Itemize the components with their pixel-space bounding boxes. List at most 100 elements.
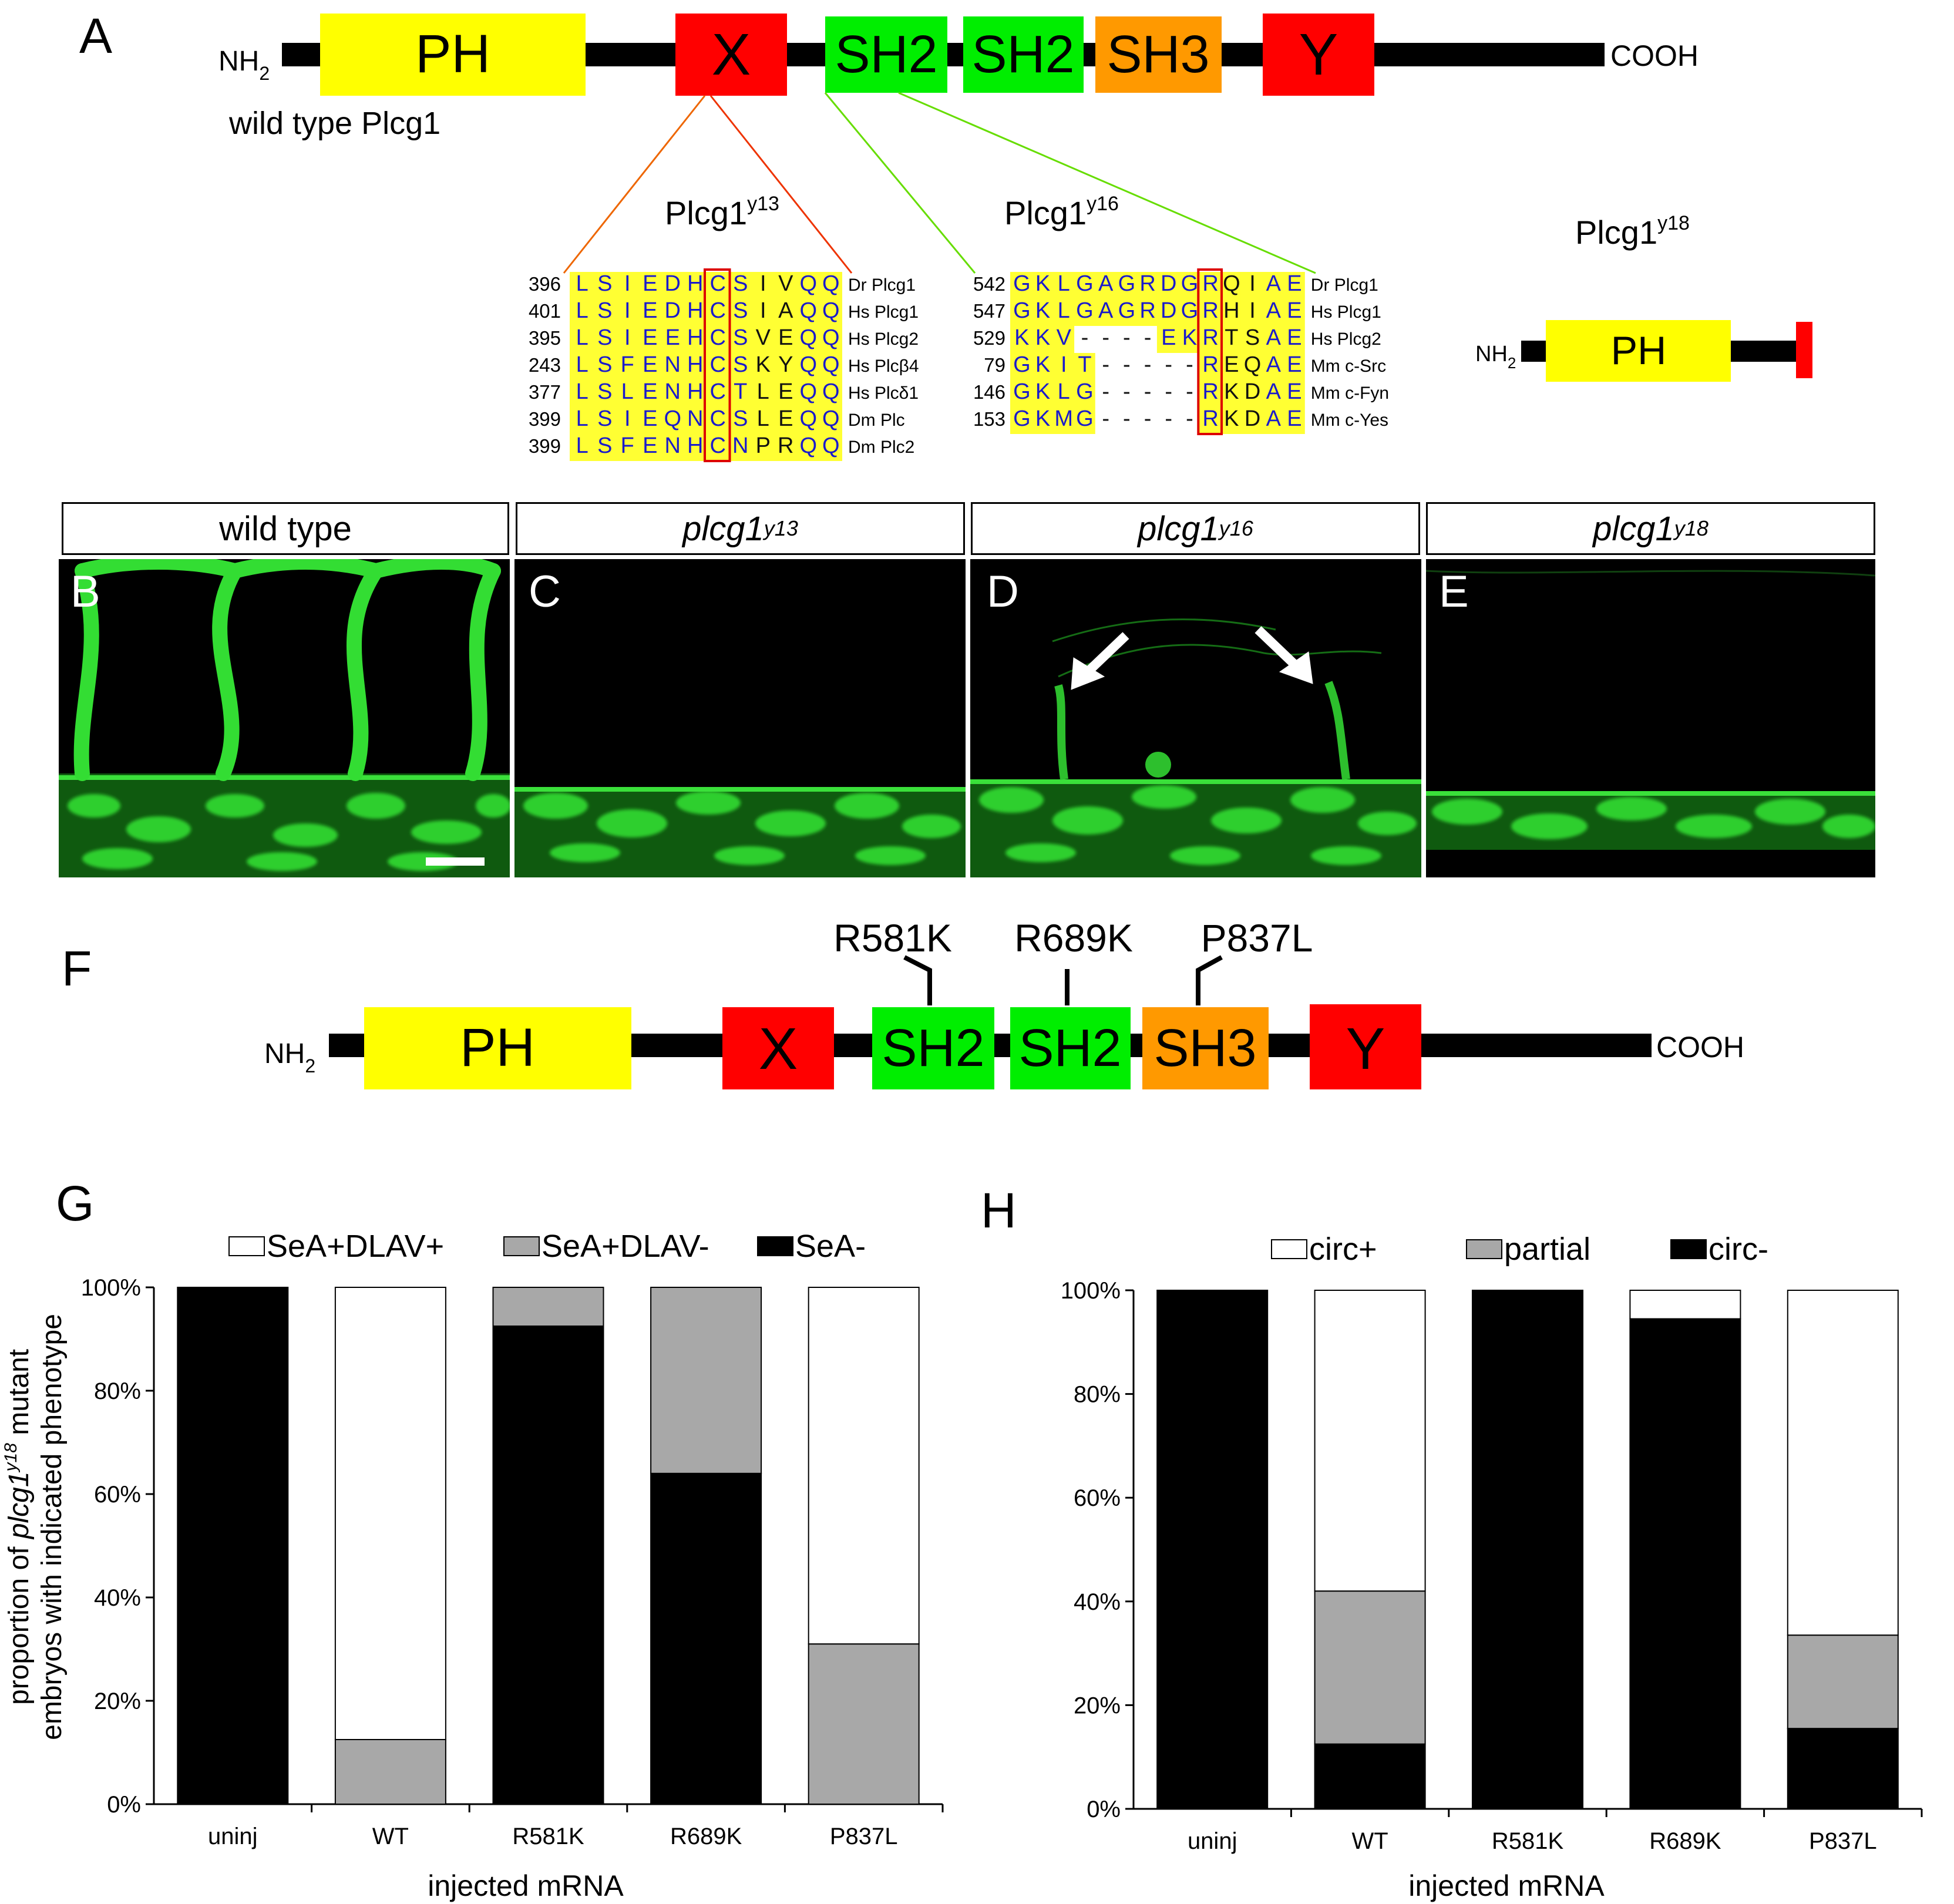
alignment-residue: E <box>1224 352 1239 377</box>
alignment-residue: - <box>1102 406 1109 431</box>
alignment-position: 146 <box>973 381 1005 403</box>
alignment-highlight <box>1283 407 1305 434</box>
alignment-residue: A <box>1098 298 1114 323</box>
alignment-residue: Q <box>822 406 840 431</box>
alignment-highlight <box>1199 326 1221 353</box>
alignment-highlight <box>570 353 594 380</box>
domain-sh2-a <box>825 16 947 93</box>
alignment-residue: C <box>710 271 726 296</box>
y-tick-label: 0% <box>107 1792 141 1818</box>
alignment-residue: C <box>710 379 726 404</box>
alignment-highlight <box>1010 299 1033 326</box>
alignment-highlight <box>1052 272 1075 299</box>
alignment-residue: R <box>1202 379 1218 404</box>
domain-sh2-a <box>872 1007 994 1089</box>
legend-swatch <box>1271 1239 1307 1259</box>
domain-x <box>722 1007 834 1089</box>
chart-g-xlabel: injected mRNA <box>428 1869 624 1902</box>
alignment-residue: E <box>643 325 657 350</box>
x-tick-label: WT <box>372 1824 409 1849</box>
alignment-residue: D <box>1245 406 1260 431</box>
panel-f: F NH2 COOH PH X SH2 SH2 SH3 Y R581K R689… <box>62 916 1744 1089</box>
alignment-highlight <box>1199 353 1221 380</box>
alignment-residue: H <box>687 271 703 296</box>
alignment-highlight <box>1052 299 1075 326</box>
alignment-residue: C <box>710 406 726 431</box>
alignment-residue: Q <box>799 352 817 377</box>
alignment-residue: S <box>597 433 612 458</box>
alignment-highlight <box>818 353 842 380</box>
x-tick-label: R689K <box>1649 1828 1721 1854</box>
bar-segment <box>1156 1290 1269 1809</box>
alignment-residue: A <box>1266 379 1282 404</box>
alignment-highlight <box>570 434 594 461</box>
panel-h-letter: H <box>981 1183 1017 1238</box>
y-tick-label: 80% <box>1074 1382 1121 1408</box>
alignment-residue: - <box>1165 379 1172 404</box>
alignment-residue: - <box>1165 352 1172 377</box>
zoom-line <box>709 95 853 274</box>
alignment-residue: G <box>1076 379 1094 404</box>
alignment-residue: E <box>1287 352 1301 377</box>
chart-h-xlabel: injected mRNA <box>1408 1869 1605 1902</box>
alignment-highlight <box>796 326 820 353</box>
bar-segment <box>1314 1290 1426 1592</box>
x-tick-label: WT <box>1352 1828 1388 1854</box>
alignment-highlight <box>1283 272 1305 299</box>
alignment-residue: N <box>732 433 748 458</box>
alignment-highlight <box>1262 407 1284 434</box>
alignment-residue: K <box>1035 325 1050 350</box>
alignment-species: Hs Plcβ4 <box>848 356 919 376</box>
alignment-highlight <box>1031 353 1054 380</box>
alignment-residue: I <box>624 406 631 431</box>
alignment-residue: N <box>665 433 681 458</box>
alignment-highlight <box>615 380 639 407</box>
alignment-species: Dr Plcg1 <box>1311 275 1378 295</box>
alignment-highlight <box>1240 407 1263 434</box>
alignment-highlight <box>615 353 639 380</box>
alignment-residue: E <box>643 406 657 431</box>
alignment-residue: Q <box>822 271 840 296</box>
domain-sh2-a-label: SH2 <box>882 1019 984 1078</box>
alignment-highlight <box>1220 380 1242 407</box>
legend-label: SeA+DLAV+ <box>267 1229 444 1264</box>
alignment-highlight <box>682 326 707 353</box>
alignment-residue: Q <box>799 325 817 350</box>
micrograph-plcg1-y13-image <box>514 787 966 877</box>
alignment-species: Dm Plc2 <box>848 438 914 457</box>
domain-x-label: X <box>712 22 751 88</box>
alignment-residue: I <box>1061 352 1067 377</box>
alignment-highlight <box>1178 299 1200 326</box>
alignment-residue: S <box>597 352 612 377</box>
alignment-highlight <box>773 272 797 299</box>
alignment-residue: D <box>1161 298 1176 323</box>
alignment-highlight <box>615 434 639 461</box>
alignment-highlight <box>796 380 820 407</box>
alignment-species: Hs Plcg2 <box>1311 329 1381 349</box>
domain-sh2-b-label: SH2 <box>1018 1019 1121 1078</box>
alignment-residue: E <box>1287 325 1301 350</box>
alignment-residue: L <box>1058 379 1070 404</box>
legend-swatch <box>757 1236 793 1256</box>
alignment-residue: R <box>1202 406 1218 431</box>
domain-y <box>1263 14 1374 96</box>
micrograph-plcg1-y18-image <box>1426 570 1875 850</box>
alignment-highlight <box>592 434 616 461</box>
alignment-residue: N <box>687 406 703 431</box>
alignment-residue: C <box>710 352 726 377</box>
alignment-residue: L <box>576 325 588 350</box>
domain-sh2-b <box>963 16 1084 93</box>
alignment-residue: - <box>1123 379 1131 404</box>
legend-swatch <box>228 1236 265 1256</box>
alignment-highlight <box>1262 380 1284 407</box>
alignment-highlight <box>1240 353 1263 380</box>
alignment-residue: S <box>733 406 748 431</box>
alignment-residue: G <box>1013 352 1031 377</box>
header-plcg1-y16: plcg1 y16 <box>971 502 1420 555</box>
alignment-residue: D <box>1245 379 1260 404</box>
alignment-residue: Q <box>799 433 817 458</box>
alignment-residue: F <box>621 433 634 458</box>
alignment-residue: - <box>1123 406 1131 431</box>
alignment-highlight <box>637 407 661 434</box>
alignment-highlight <box>773 380 797 407</box>
